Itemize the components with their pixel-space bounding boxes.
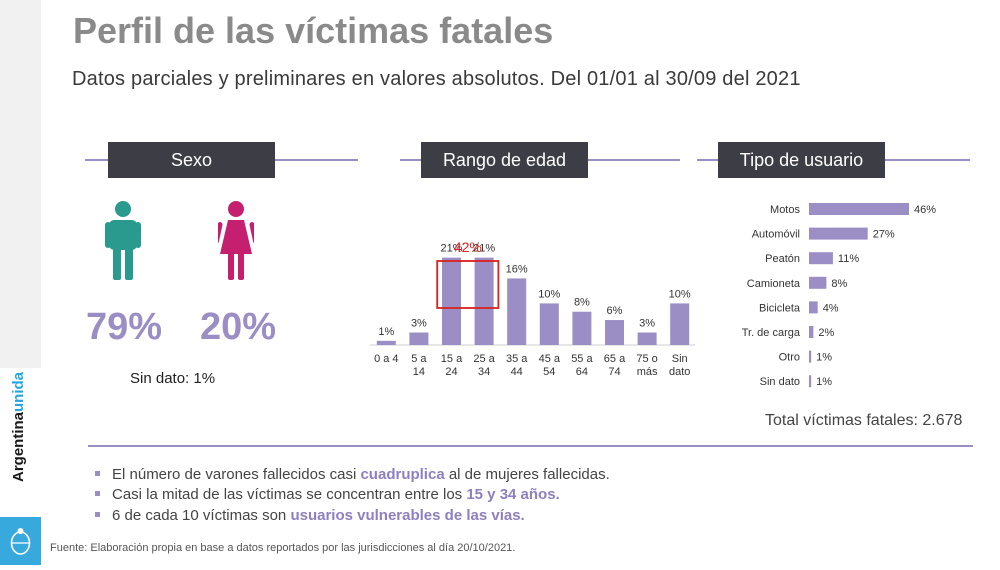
user-bar — [809, 252, 833, 265]
brand-part1: Argentina — [10, 411, 27, 482]
age-bar — [507, 278, 527, 345]
age-bar-label: 21% — [440, 243, 462, 255]
brand-logo-text: Argentinaunida — [10, 372, 34, 482]
user-bar — [809, 375, 812, 388]
age-bar-label: 1% — [378, 326, 394, 338]
age-bar-label: 10% — [669, 288, 691, 300]
brand-part2: unida — [10, 371, 27, 412]
bullet-2: Casi la mitad de las víctimas se concent… — [95, 486, 560, 503]
page-title: Perfil de las víctimas fatales — [73, 10, 554, 51]
user-bar-label: 8% — [831, 278, 847, 290]
user-bar-label: 11% — [838, 253, 859, 265]
age-bar — [670, 303, 690, 345]
age-tick-label: 25 a — [473, 353, 495, 365]
bullet-3: 6 de cada 10 víctimas son usuarios vulne… — [95, 507, 525, 524]
age-tick-label: dato — [669, 366, 690, 378]
age-highlight-box — [436, 260, 500, 309]
age-highlight-label: 42% — [454, 239, 482, 255]
user-category-label: Sin dato — [760, 376, 800, 388]
usuario-header: Tipo de usuario — [718, 142, 885, 178]
male-icon — [105, 201, 141, 280]
age-bar — [572, 311, 592, 345]
source-note: Fuente: Elaboración propia en base a dat… — [50, 542, 516, 554]
user-bar — [809, 276, 827, 289]
user-category-label: Automóvil — [752, 229, 800, 241]
age-tick-label: 55 a — [571, 353, 593, 365]
age-tick-label: 44 — [511, 366, 523, 378]
user-bar-label: 46% — [914, 204, 936, 216]
age-bar-label: 3% — [639, 318, 655, 330]
age-tick-label: 45 a — [539, 353, 561, 365]
age-bar — [376, 340, 396, 345]
user-category-label: Peatón — [765, 253, 800, 265]
strip-shade — [0, 0, 41, 368]
age-tick-label: 54 — [543, 366, 555, 378]
user-bar-label: 27% — [873, 229, 895, 241]
age-tick-label: más — [637, 366, 658, 378]
user-bar-label: 4% — [823, 302, 839, 314]
age-tick-label: 5 a — [411, 353, 427, 365]
age-bar — [605, 320, 624, 345]
female-pct: 20% — [200, 306, 277, 348]
brand-strip: Argentinaunida — [0, 0, 41, 565]
age-tick-label: 74 — [608, 366, 620, 378]
user-type-chart: Motos 46% Automóvil 27% Peatón 11% Camioneta 8%… — [742, 203, 936, 388]
age-bar — [637, 332, 657, 345]
coat-of-arms-icon — [0, 517, 41, 565]
age-bar — [539, 303, 559, 345]
user-bar-label: 1% — [816, 352, 832, 364]
age-bar-label: 16% — [506, 263, 528, 275]
age-tick-label: 14 — [413, 366, 425, 378]
user-category-label: Camioneta — [747, 278, 801, 290]
age-tick-label: 65 a — [604, 353, 626, 365]
user-category-label: Bicicleta — [759, 302, 801, 314]
age-tick-label: 35 a — [506, 353, 528, 365]
female-icon — [218, 201, 254, 280]
age-bar — [409, 332, 429, 345]
male-pct: 79% — [86, 306, 163, 348]
age-tick-label: 24 — [445, 366, 457, 378]
user-category-label: Otro — [779, 352, 800, 364]
user-bar-label: 2% — [818, 327, 834, 339]
age-tick-label: 0 a 4 — [374, 353, 398, 365]
user-bar — [809, 203, 909, 215]
age-tick-label: 34 — [478, 366, 490, 378]
user-bar-label: 1% — [816, 376, 832, 388]
age-bar — [442, 257, 461, 345]
bullet-1: El número de varones fallecidos casi cua… — [95, 466, 610, 483]
page-subtitle: Datos parciales y preliminares en valore… — [72, 68, 801, 90]
age-tick-label: 64 — [576, 366, 588, 378]
age-tick-label: 75 o — [636, 353, 657, 365]
user-bar — [809, 301, 818, 314]
age-tick-label: Sin — [672, 353, 688, 365]
age-tick-label: 15 a — [441, 353, 463, 365]
user-bar — [809, 227, 868, 240]
user-bar — [809, 326, 814, 338]
edad-header: Rango de edad — [421, 142, 588, 178]
user-category-label: Motos — [770, 204, 800, 216]
total-victims: Total víctimas fatales: 2.678 — [765, 412, 963, 429]
age-bar-label: 8% — [574, 297, 590, 309]
user-bar — [809, 350, 812, 363]
age-bar-label: 6% — [607, 305, 623, 317]
age-bar-label: 21% — [473, 243, 495, 255]
sexo-header: Sexo — [108, 142, 275, 178]
sexo-sin-dato: Sin dato: 1% — [130, 370, 216, 387]
divider — [88, 445, 973, 447]
age-bar — [474, 257, 494, 345]
user-category-label: Tr. de carga — [742, 327, 801, 339]
age-bar-label: 3% — [411, 318, 427, 330]
age-bar-label: 10% — [538, 288, 560, 300]
